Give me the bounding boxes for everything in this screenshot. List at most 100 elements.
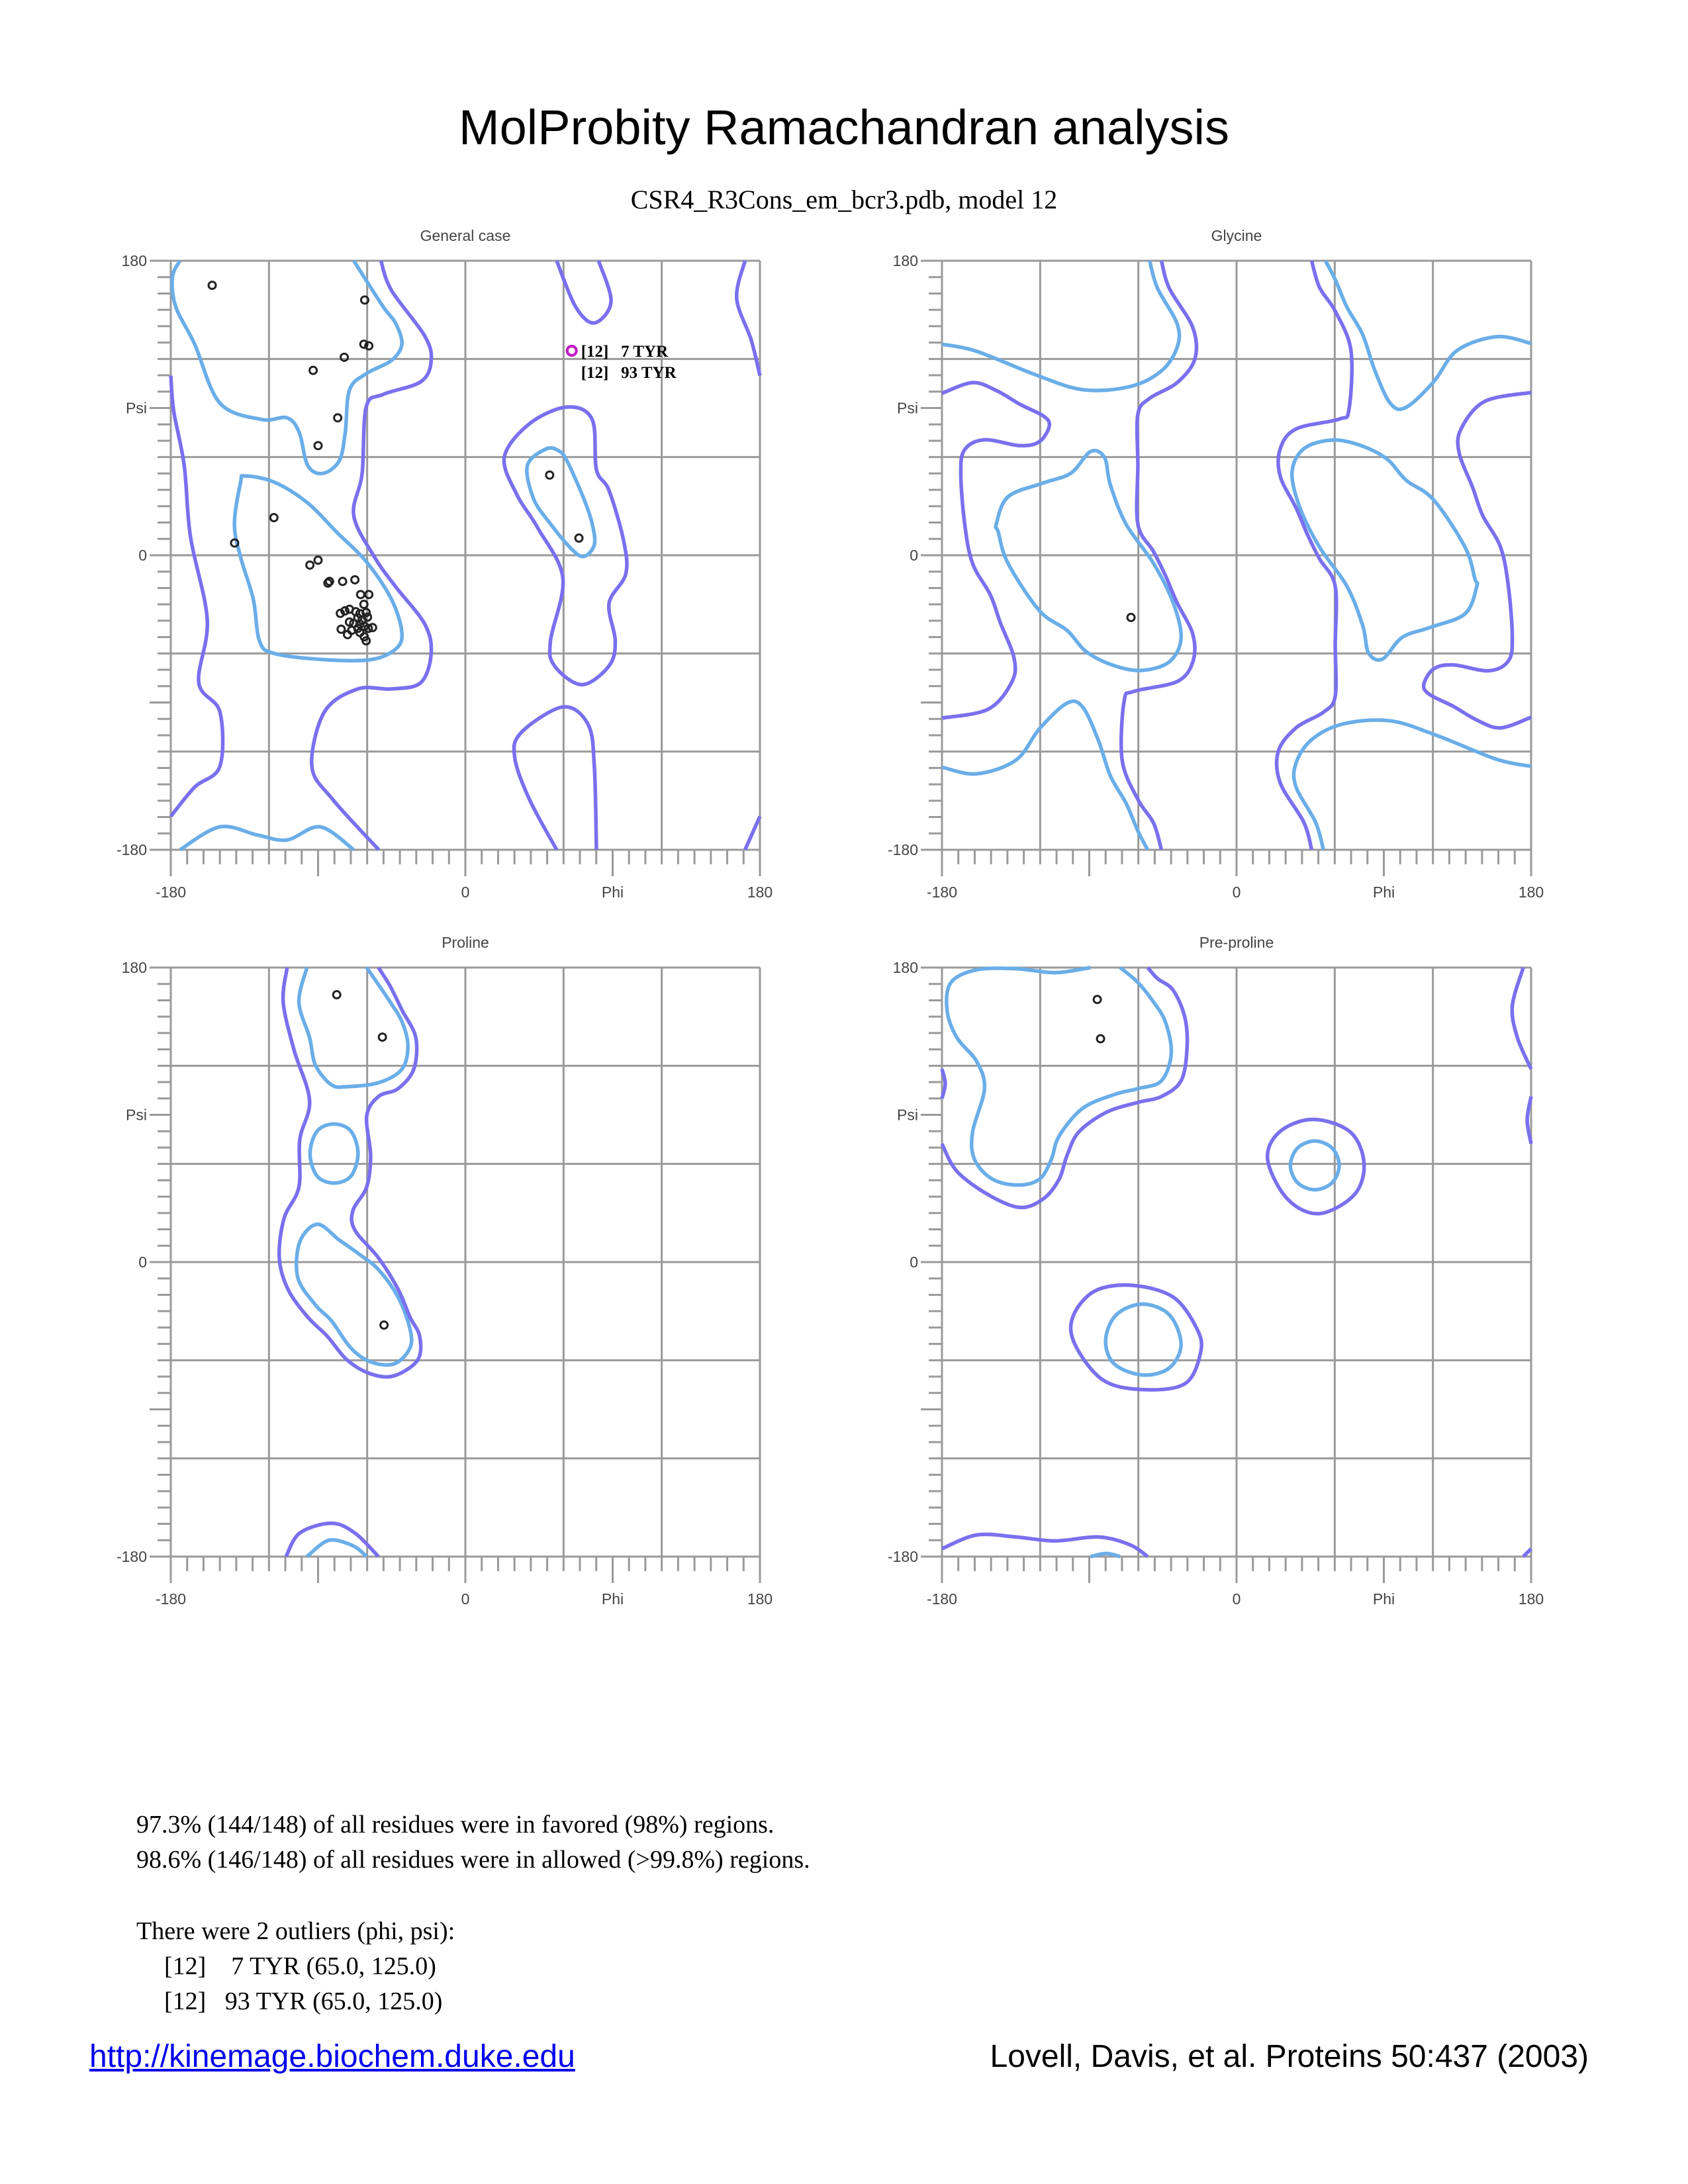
residue-point — [305, 560, 315, 570]
page-title: MolProbity Ramachandran analysis — [459, 100, 1229, 155]
residue-point — [574, 533, 584, 543]
allowed-contour — [502, 405, 629, 687]
allowed-contour — [1068, 1283, 1203, 1392]
x-tick-label: 0 — [461, 1590, 470, 1608]
allowed-contour — [284, 1521, 380, 1558]
residue-point — [377, 1032, 387, 1042]
citation: Lovell, Davis, et al. Proteins 50:437 (2… — [990, 2039, 1589, 2074]
page-subtitle: CSR4_R3Cons_em_bcr3.pdb, model 12 — [630, 185, 1058, 214]
outlier-label: [12] 93 TYR — [581, 364, 677, 382]
favored-contour — [1103, 1302, 1183, 1377]
y-axis-label: Psi — [126, 1107, 147, 1124]
allowed-contour — [941, 1532, 1149, 1559]
favored-contour — [1090, 1551, 1121, 1559]
residue-point — [269, 513, 279, 523]
allowed-contour — [310, 260, 434, 851]
x-axis-label: Phi — [1373, 884, 1395, 901]
x-tick-label: 0 — [1233, 884, 1241, 901]
residue-point — [313, 555, 323, 565]
x-tick-label: -180 — [156, 884, 186, 901]
residue-point — [313, 441, 323, 451]
residue-point — [340, 352, 350, 362]
residue-point — [324, 576, 334, 586]
allowed-contour — [940, 966, 1190, 1210]
y-tick-label: 0 — [910, 547, 918, 564]
residue-point — [336, 624, 346, 634]
favored-contour — [525, 446, 597, 559]
residue-point — [333, 413, 343, 423]
favored-contour — [941, 699, 1150, 851]
residue-point — [359, 600, 369, 610]
residue-point — [207, 281, 217, 291]
x-tick-label: -180 — [927, 884, 957, 901]
plot-glycine: Glycine -180 0 180 180 0 -180 Phi Psi — [888, 227, 1544, 901]
y-axis-label: Psi — [897, 400, 918, 417]
plot-pre-proline: Pre-proline -180 0 180 180 0 -180 Phi Psi — [888, 934, 1544, 1608]
outlier-line: [12] 93 TYR (65.0, 125.0) — [164, 1987, 443, 2015]
outlier-point — [565, 344, 578, 357]
allowed-contour — [941, 381, 1052, 720]
plot-title: Glycine — [1211, 227, 1262, 244]
plot-title: General case — [420, 227, 511, 244]
allowed-contour — [555, 259, 613, 325]
kinemage-link[interactable]: http://kinemage.biochem.duke.edu — [89, 2039, 575, 2074]
plot-title: Proline — [442, 934, 489, 951]
y-axis-label: Psi — [126, 400, 147, 417]
x-tick-label: 180 — [747, 884, 773, 901]
x-tick-label: 0 — [1233, 1590, 1241, 1608]
residue-point — [350, 575, 360, 585]
favored-contour — [179, 824, 355, 852]
favored-contour — [1291, 718, 1532, 850]
y-tick-label: -180 — [888, 841, 918, 858]
allowed-contour — [743, 815, 762, 851]
allowed-contour — [169, 375, 225, 818]
y-tick-label: 0 — [138, 547, 147, 564]
outlier-line: [12] 7 TYR (65.0, 125.0) — [164, 1952, 436, 1980]
x-tick-label: 0 — [461, 884, 470, 901]
residue-point — [230, 538, 240, 548]
residue-point — [340, 606, 350, 616]
x-tick-label: 180 — [1519, 884, 1544, 901]
x-tick-label: -180 — [156, 1590, 186, 1608]
y-tick-label: 0 — [910, 1253, 918, 1271]
favored-contour — [1288, 1139, 1341, 1192]
y-tick-label: 180 — [893, 959, 918, 976]
residue-point — [308, 365, 318, 375]
y-axis-label: Psi — [897, 1107, 918, 1124]
residue-point — [336, 608, 346, 618]
residue-point — [367, 623, 377, 633]
favored-contour — [308, 1122, 360, 1185]
favored-contour — [232, 474, 404, 663]
y-tick-label: -180 — [117, 1548, 147, 1565]
favored-contour — [994, 449, 1183, 672]
plot-proline: Proline -180 0 180 180 0 -180 Phi Psi — [117, 934, 773, 1608]
allowed-contour — [1510, 967, 1533, 1070]
residue-point — [1096, 1034, 1105, 1044]
favored-contour — [294, 1222, 414, 1367]
allowed-contour — [1522, 1547, 1532, 1558]
residue-point — [359, 295, 369, 305]
residue-point — [363, 623, 373, 633]
residue-point — [379, 1320, 389, 1330]
allowed-contour — [1274, 260, 1354, 850]
favored-contour — [297, 966, 410, 1089]
favored-stat: 97.3% (144/148) of all residues were in … — [136, 1811, 774, 1839]
residue-point — [364, 590, 374, 600]
residue-point — [361, 608, 371, 617]
allowed-contour — [940, 1068, 947, 1099]
allowed-contour — [1525, 1096, 1533, 1144]
residue-point — [353, 623, 363, 633]
allowed-contour — [1265, 1117, 1366, 1216]
x-axis-label: Phi — [602, 884, 624, 901]
allowed-contour — [277, 966, 423, 1379]
residue-point — [545, 470, 555, 480]
x-tick-label: 180 — [747, 1590, 773, 1608]
allowed-stat: 98.6% (146/148) of all residues were in … — [136, 1846, 810, 1874]
residue-point — [1092, 995, 1102, 1005]
plot-title: Pre-proline — [1199, 934, 1274, 951]
residue-point — [361, 636, 371, 646]
outliers-heading: There were 2 outliers (phi, psi): — [136, 1917, 455, 1945]
residue-point — [332, 990, 342, 1000]
allowed-contour — [512, 705, 598, 851]
